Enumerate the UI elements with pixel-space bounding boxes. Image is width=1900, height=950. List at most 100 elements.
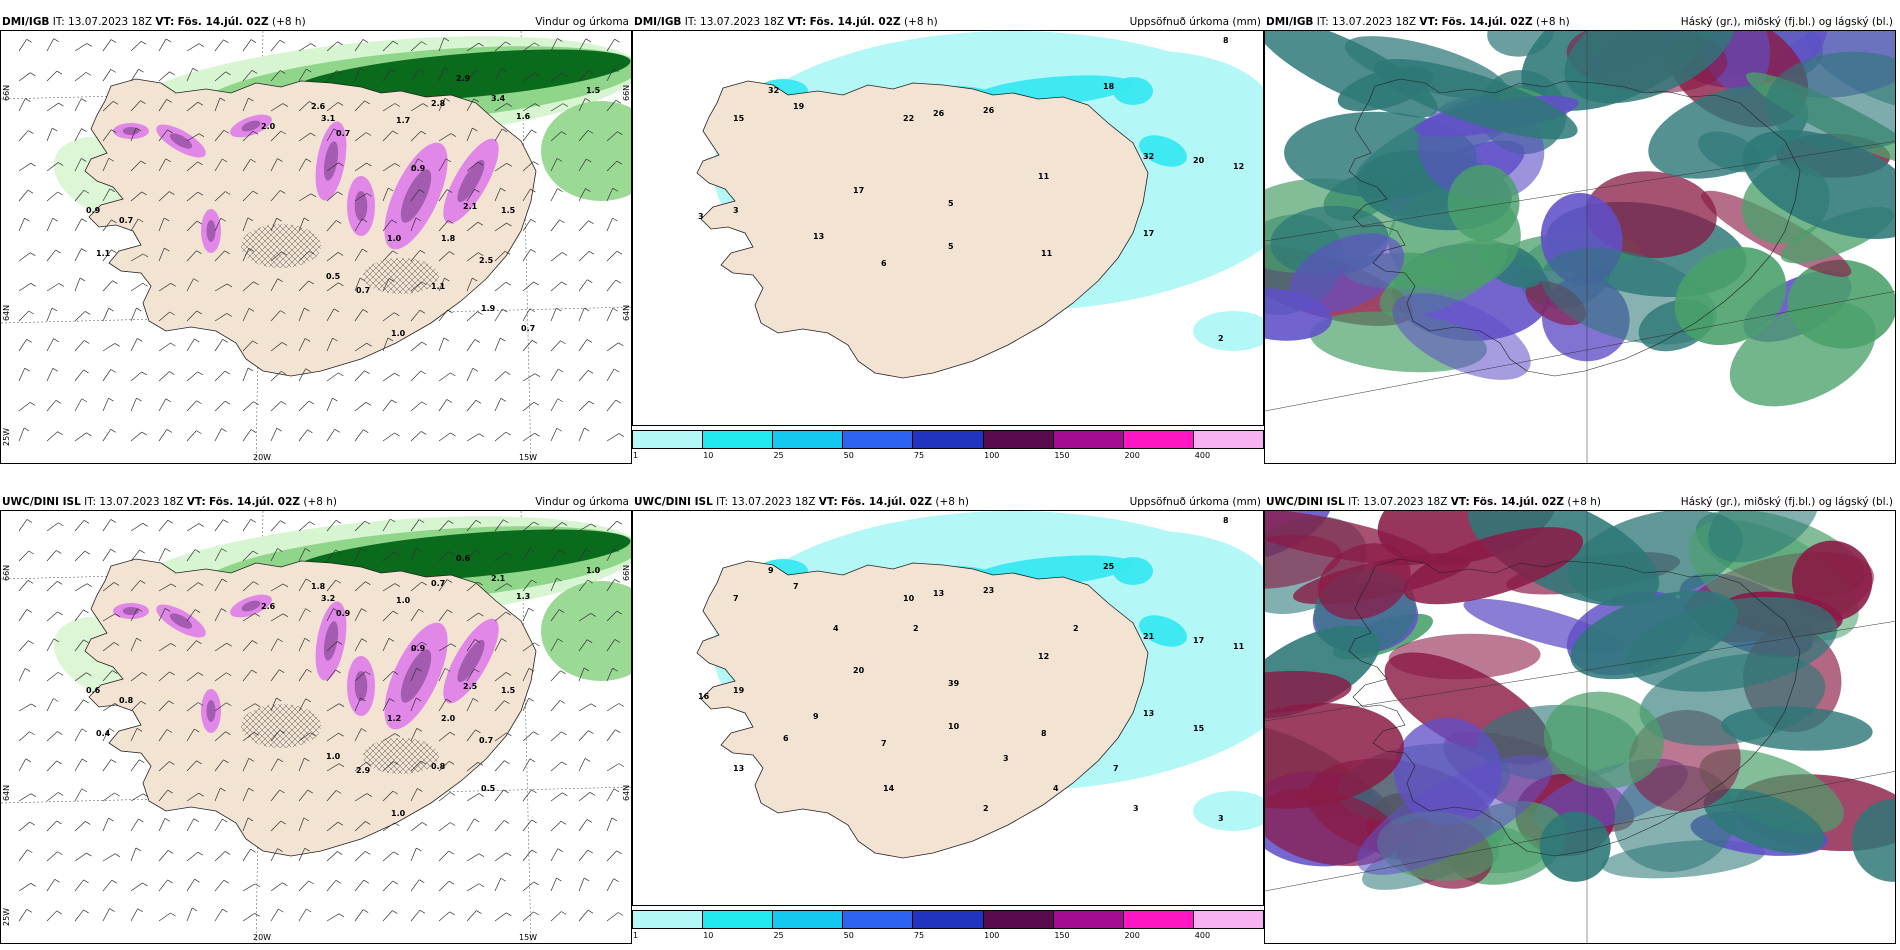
wind-barb-tick — [54, 879, 60, 883]
wind-barb-tick — [83, 609, 89, 614]
wind-barb — [102, 280, 113, 292]
wind-barb — [158, 850, 169, 862]
wind-barb — [242, 367, 249, 382]
wind-barb-tick — [226, 313, 232, 317]
wind-barb-tick — [446, 189, 453, 193]
wind-barb — [46, 672, 59, 682]
wind-barb — [102, 759, 112, 772]
wind-barb — [606, 548, 614, 562]
wind-barb — [74, 639, 84, 652]
wind-barb — [214, 158, 223, 172]
wind-barb-tick — [504, 820, 510, 824]
dark-precip-core — [169, 613, 193, 629]
wind-barb-tick — [253, 731, 260, 736]
precip-value: 1.5 — [586, 86, 601, 95]
wind-barb — [606, 763, 620, 772]
wind-barb-tick — [280, 371, 287, 375]
it-label: IT: — [84, 496, 97, 508]
wind-barb-tick — [277, 848, 283, 852]
wind-barb-tick — [448, 850, 455, 855]
wind-barb — [578, 38, 587, 52]
wind-barb-tick — [28, 550, 34, 555]
wind-barb — [438, 792, 451, 802]
wind-precip-panel-uwc: UWC/DINI ISL IT: 13.07.2023 18Z VT: Fös.… — [0, 494, 632, 944]
wind-barb-tick — [282, 613, 289, 618]
wind-barb-tick — [30, 72, 36, 76]
wind-barb-tick — [223, 519, 229, 523]
mid-green-band — [541, 101, 631, 201]
wind-barb — [606, 850, 617, 862]
wind-barb — [242, 817, 249, 832]
wind-barb-tick — [170, 342, 176, 347]
wind-barb-tick — [338, 703, 345, 708]
wind-barb-tick — [390, 69, 397, 73]
wind-barb-tick — [110, 429, 116, 433]
dark-precip-core — [206, 700, 216, 722]
wind-barb-tick — [557, 188, 563, 192]
wind-barb-tick — [335, 549, 341, 554]
dark-precip-core — [241, 600, 261, 612]
wind-barb-tick — [444, 277, 450, 282]
wind-barb-tick — [366, 342, 372, 347]
wind-barb-tick — [248, 757, 255, 762]
wind-barb — [606, 308, 614, 322]
it-value: 13.07.2023 18Z — [1332, 16, 1417, 28]
wind-barb-tick — [197, 672, 204, 676]
wind-barb-tick — [114, 613, 121, 618]
precip-total-value: 15 — [733, 114, 745, 123]
wind-barb — [410, 217, 417, 232]
vt-value: Fös. 14.júl. 02Z — [177, 16, 269, 28]
wind-barb — [466, 127, 473, 142]
wind-barb — [74, 218, 82, 232]
precip-value: 0.7 — [356, 286, 370, 295]
wind-barb — [606, 68, 614, 82]
colorbar-label: 1 — [633, 451, 639, 460]
wind-barb-tick — [167, 129, 173, 134]
colorbar-swatch — [913, 431, 984, 448]
wind-barb — [130, 759, 140, 772]
vt-label: VT: — [1450, 496, 1470, 508]
wind-barb — [242, 248, 250, 262]
wind-barb-tick — [23, 427, 30, 432]
wind-barb-tick — [475, 519, 482, 524]
wind-barb-tick — [276, 697, 282, 702]
wind-barb-tick — [225, 71, 231, 76]
precip-colorbar-labels: 1 10 25 50 75 100 150 200 400 — [632, 451, 1264, 461]
precip-value: 1.5 — [501, 686, 516, 695]
wind-barb — [522, 849, 532, 862]
wind-barb-tick — [52, 127, 58, 132]
wind-barb — [354, 851, 366, 862]
wind-barb-tick — [472, 367, 479, 372]
wind-barb-tick — [142, 882, 148, 887]
wind-barb — [74, 72, 87, 82]
wind-barb — [466, 400, 477, 412]
wind-barb-tick — [169, 191, 175, 195]
wind-barb-tick — [303, 217, 310, 222]
wind-barb — [102, 398, 109, 412]
wind-barb — [214, 731, 226, 742]
wind-barb-tick — [276, 427, 282, 432]
wind-barb-tick — [56, 70, 63, 75]
wind-barb — [382, 583, 396, 592]
colorbar-label: 50 — [843, 451, 854, 460]
wind-barb — [466, 549, 476, 562]
wind-barb-tick — [415, 697, 422, 702]
wind-barb-tick — [111, 879, 118, 884]
wind-barb-tick — [364, 370, 370, 375]
precip-total-value: 21 — [1143, 632, 1155, 641]
wind-barb-tick — [472, 698, 479, 702]
wind-barb-tick — [85, 72, 92, 76]
wind-barb-tick — [448, 761, 455, 765]
colorbar-label: 200 — [1124, 931, 1140, 940]
wind-barb — [550, 398, 559, 412]
cloud-blob — [1289, 233, 1405, 313]
wind-barb — [214, 908, 223, 922]
wind-barb-tick — [587, 639, 593, 643]
wind-barb — [46, 731, 58, 742]
wind-barb — [382, 761, 394, 772]
wind-barb-tick — [114, 792, 120, 797]
wind-barb — [158, 371, 170, 382]
wind-barb-tick — [477, 762, 484, 766]
wind-barb-tick — [198, 792, 204, 797]
precip-total-value: 22 — [903, 114, 914, 123]
